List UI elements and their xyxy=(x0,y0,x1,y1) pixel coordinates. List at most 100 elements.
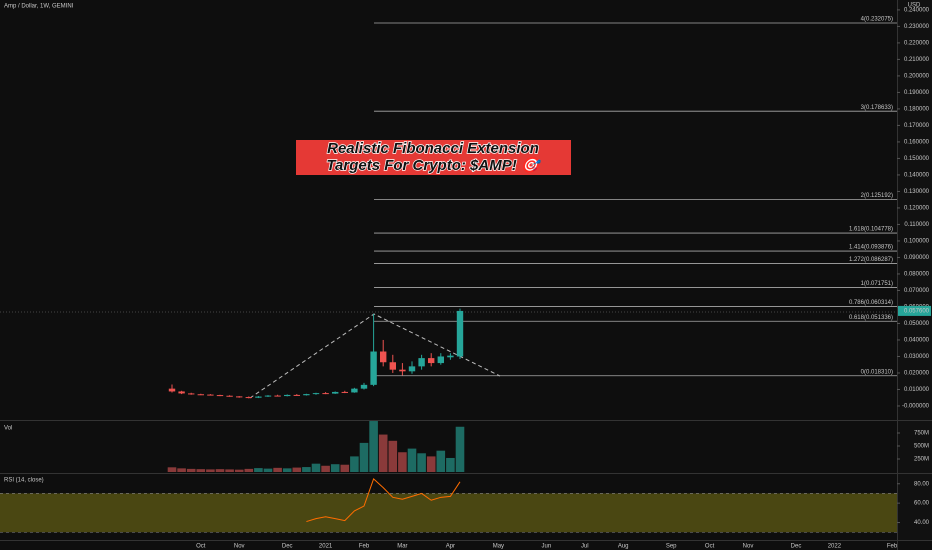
volume-bar xyxy=(426,456,436,472)
x-tick-label: Feb xyxy=(359,544,370,550)
annotation-box xyxy=(296,140,571,175)
candle-body xyxy=(456,310,464,357)
volume-bar xyxy=(225,469,234,472)
candle-body xyxy=(226,395,233,397)
y-tick-label: 0.050000 xyxy=(904,321,930,327)
volume-bar xyxy=(234,469,244,472)
y-tick-label: 0.190000 xyxy=(904,90,930,96)
x-tick-label: Oct xyxy=(705,544,715,550)
y-tick-label: 0.110000 xyxy=(904,222,929,228)
y-tick-label: 750M xyxy=(914,431,929,437)
volume-bar xyxy=(359,442,369,472)
x-tick-label: Apr xyxy=(446,544,455,550)
candle-body xyxy=(236,396,243,398)
volume-bar xyxy=(455,426,465,472)
candle-body xyxy=(216,395,224,397)
y-tick-label: 0.130000 xyxy=(904,189,930,195)
candle-body xyxy=(380,351,387,363)
y-tick-label: -0.000000 xyxy=(902,404,930,410)
x-tick-label: May xyxy=(493,544,504,550)
volume-bar xyxy=(388,440,398,472)
x-tick-label: Nov xyxy=(743,544,754,550)
candle-body xyxy=(255,396,262,398)
candle-body xyxy=(408,366,416,372)
volume-bar xyxy=(244,468,254,472)
y-tick-label: 0.150000 xyxy=(904,156,930,162)
volume-bar xyxy=(398,452,407,472)
annotation-text: Realistic Fibonacci Extension xyxy=(327,140,539,157)
fib-label: 0(0.018310) xyxy=(861,369,893,375)
x-tick-label: Sep xyxy=(666,544,677,550)
y-tick-label: 0.140000 xyxy=(904,173,930,179)
volume-bar xyxy=(273,467,282,472)
fib-label: 0.786(0.060314) xyxy=(849,300,893,306)
candle-body xyxy=(197,394,204,396)
volume-bar xyxy=(254,468,263,472)
y-tick-label: 0.220000 xyxy=(904,40,930,46)
volume-bar xyxy=(350,456,359,472)
x-tick-label: Dec xyxy=(282,544,293,550)
candle-body xyxy=(168,388,176,392)
volume-bar xyxy=(340,464,350,472)
volume-bar xyxy=(292,467,302,472)
volume-bar xyxy=(206,469,215,472)
volume-bar xyxy=(369,421,378,472)
x-tick-label: Dec xyxy=(791,544,802,550)
annotation-text: Targets For Crypto: $AMP! 🎯 xyxy=(326,156,542,174)
x-tick-label: Mar xyxy=(397,544,407,550)
fib-label: 2(0.125192) xyxy=(861,193,893,199)
candle-body xyxy=(399,369,406,372)
volume-bar xyxy=(321,465,330,472)
x-tick-label: Oct xyxy=(196,544,206,550)
y-tick-label: 0.180000 xyxy=(904,106,930,112)
pane-title: Vol xyxy=(4,426,12,432)
fib-label: 1(0.071751) xyxy=(861,281,893,287)
y-tick-label: 0.210000 xyxy=(904,57,930,63)
y-tick-label: 500M xyxy=(914,444,929,450)
volume-bar xyxy=(407,448,417,472)
y-tick-label: 0.100000 xyxy=(904,239,930,245)
axis-unit: USD xyxy=(908,3,921,9)
y-tick-label: 0.170000 xyxy=(904,123,930,129)
y-tick-label: 80.00 xyxy=(914,481,930,487)
candle-body xyxy=(312,393,320,395)
fib-label: 1.272(0.086287) xyxy=(849,257,893,263)
candle-body xyxy=(178,391,185,394)
candle-body xyxy=(341,391,348,393)
fib-label: 1.414(0.093876) xyxy=(849,245,893,251)
y-tick-label: 0.200000 xyxy=(904,73,930,79)
x-tick-label: Jun xyxy=(542,544,552,550)
pane-title: RSI (14, close) xyxy=(4,478,44,484)
volume-bar xyxy=(167,467,177,472)
candle-body xyxy=(437,356,444,364)
last-price-marker xyxy=(898,305,931,316)
volume-bar xyxy=(446,457,455,472)
candle-body xyxy=(351,388,358,393)
rsi-line xyxy=(306,478,461,523)
candle-body xyxy=(447,355,454,358)
x-tick-label: Jul xyxy=(581,544,589,550)
x-tick-label: Nov xyxy=(234,544,245,550)
fib-label: 1.618(0.104778) xyxy=(849,227,893,233)
candle-body xyxy=(428,358,435,364)
y-tick-label: 0.120000 xyxy=(904,206,930,212)
candle-body xyxy=(245,397,252,399)
candle-body xyxy=(332,391,339,394)
candle-body xyxy=(303,394,310,396)
volume-bar xyxy=(311,463,321,472)
volume-bar xyxy=(263,468,273,472)
candle-body xyxy=(207,394,214,396)
candle-body xyxy=(322,393,329,395)
rsi-band xyxy=(0,493,897,533)
volume-bar xyxy=(177,468,186,472)
y-tick-label: 40.00 xyxy=(914,520,930,526)
candle-body xyxy=(418,358,425,367)
candle-body xyxy=(389,362,396,370)
y-tick-label: 0.080000 xyxy=(904,272,930,278)
volume-bar xyxy=(282,468,292,472)
volume-bar xyxy=(186,468,196,472)
x-tick-label: Feb xyxy=(887,544,898,550)
volume-bar xyxy=(417,453,426,472)
